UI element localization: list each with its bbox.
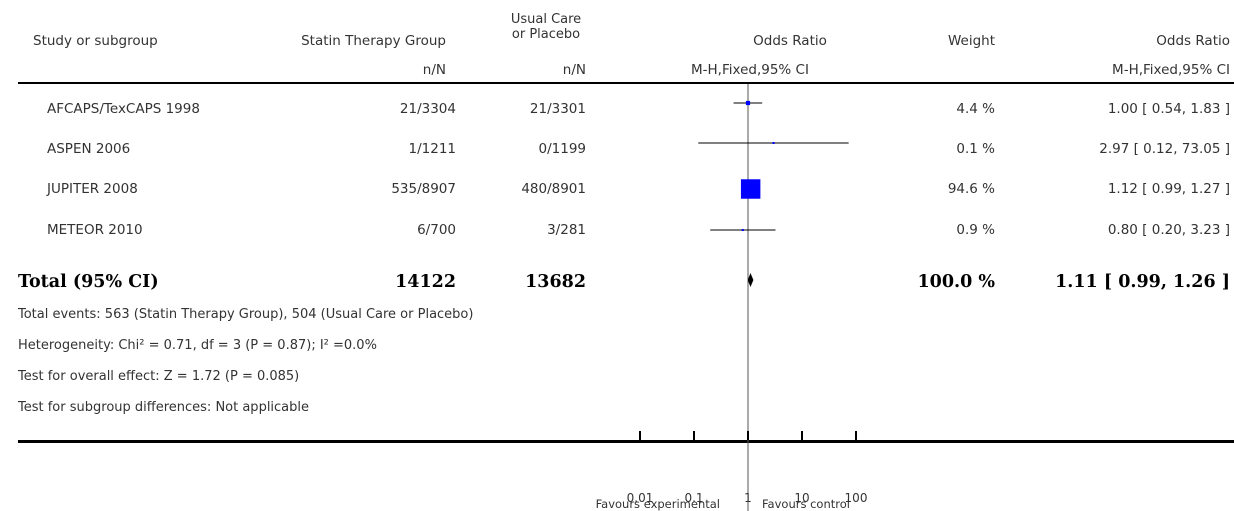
- study-treatment: 6/700: [417, 222, 456, 238]
- footer-rule: [18, 440, 1234, 443]
- study-name: AFCAPS/TexCAPS 1998: [47, 101, 200, 117]
- pooled-diamond: [747, 273, 754, 287]
- header-treatment: Statin Therapy Group: [301, 33, 446, 49]
- total-control: 13682: [525, 272, 586, 292]
- study-effect: 0.80 [ 0.20, 3.23 ]: [1107, 222, 1230, 238]
- study-treatment: 21/3304: [399, 101, 456, 117]
- study-control: 3/281: [547, 222, 586, 238]
- favours-experimental: Favours experimental: [595, 497, 720, 511]
- study-treatment: 535/8907: [391, 181, 456, 197]
- study-marker: [741, 229, 744, 231]
- header-plot-sub: M-H,Fixed,95% CI: [691, 62, 809, 78]
- study-name: JUPITER 2008: [47, 181, 138, 197]
- header-control-sub: n/N: [562, 62, 586, 78]
- study-treatment: 1/1211: [408, 141, 457, 157]
- axis-tick-label: 0.01: [626, 491, 654, 505]
- study-control: 21/3301: [529, 101, 586, 117]
- study-control: 480/8901: [521, 181, 586, 197]
- study-control: 0/1199: [538, 141, 587, 157]
- total-weight: 100.0 %: [917, 272, 995, 292]
- header-treatment-sub: n/N: [422, 62, 446, 78]
- study-effect: 1.12 [ 0.99, 1.27 ]: [1107, 181, 1230, 197]
- note-total-events: Total events: 563 (Statin Therapy Group)…: [18, 307, 474, 322]
- note-heterogeneity: Heterogeneity: Chi² = 0.71, df = 3 (P = …: [18, 338, 377, 353]
- study-name: ASPEN 2006: [47, 141, 131, 157]
- note-overall-effect: Test for overall effect: Z = 1.72 (P = 0…: [18, 369, 300, 384]
- axis-tick-label: 0.1: [684, 491, 704, 505]
- header-study: Study or subgroup: [33, 33, 158, 49]
- study-weight: 4.4 %: [956, 101, 995, 117]
- study-weight: 94.6 %: [947, 181, 995, 197]
- header-control-line2: or Placebo: [511, 27, 581, 42]
- header-plot: Odds Ratio: [753, 33, 827, 49]
- total-effect: 1.11 [ 0.99, 1.26 ]: [1055, 272, 1230, 292]
- study-name: METEOR 2010: [47, 222, 143, 238]
- study-effect: 1.00 [ 0.54, 1.83 ]: [1107, 101, 1230, 117]
- study-marker: [740, 179, 761, 199]
- study-marker: [772, 142, 775, 144]
- header-control-line1: Usual Care: [510, 12, 582, 27]
- total-label: Total (95% CI): [18, 272, 159, 292]
- study-marker: [745, 100, 751, 106]
- favours-control: Favours control: [762, 497, 850, 511]
- total-treatment: 14122: [395, 272, 456, 292]
- note-subgroup-differences: Test for subgroup differences: Not appli…: [18, 400, 310, 415]
- axis-tick-label: 10: [794, 491, 810, 505]
- header-effect-sub: M-H,Fixed,95% CI: [1112, 62, 1230, 78]
- axis-tick-label: 1: [744, 491, 752, 505]
- study-effect: 2.97 [ 0.12, 73.05 ]: [1099, 141, 1230, 157]
- study-weight: 0.9 %: [956, 222, 995, 238]
- header-weight: Weight: [947, 33, 995, 49]
- study-weight: 0.1 %: [956, 141, 995, 157]
- header-effect: Odds Ratio: [1156, 33, 1230, 49]
- axis-tick-label: 100: [844, 491, 868, 505]
- header-rule: [18, 82, 1234, 84]
